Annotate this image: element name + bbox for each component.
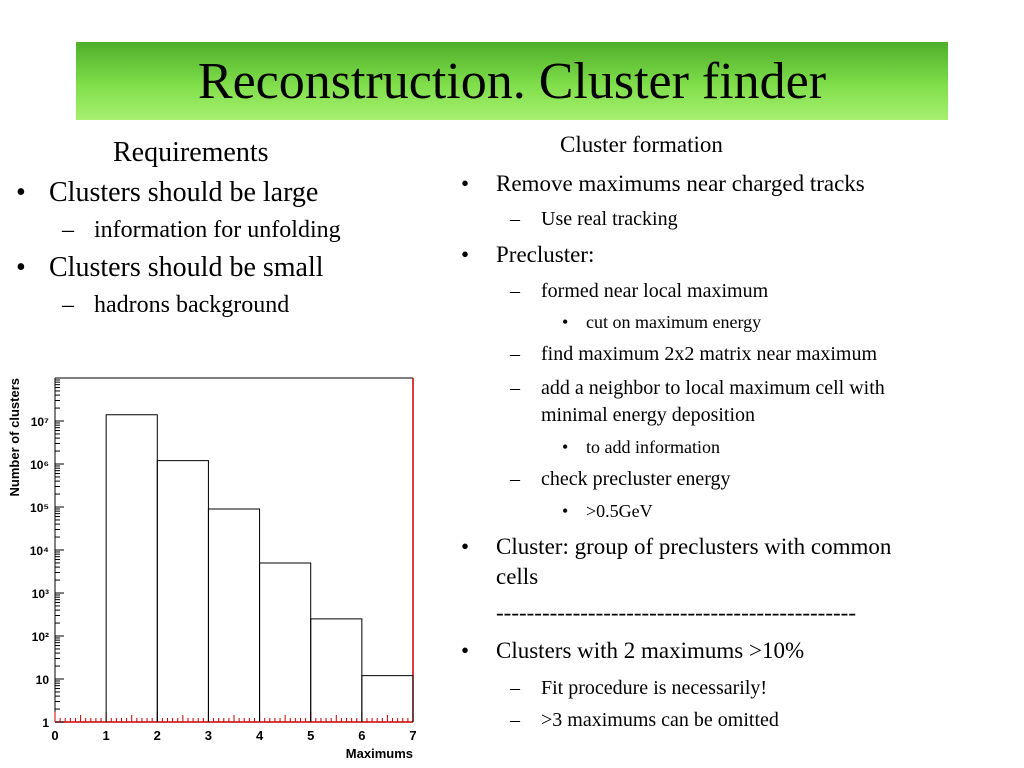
- x-axis-label: Maximums: [346, 746, 413, 761]
- title-banner: Reconstruction. Cluster finder: [76, 42, 948, 120]
- x-tick-label: 4: [256, 728, 264, 743]
- dash-icon: –: [510, 677, 520, 699]
- dash-icon: –: [510, 377, 520, 399]
- precluster-formed: formed near local maximum: [541, 280, 769, 302]
- y-axis-label: Number of clusters: [7, 378, 22, 496]
- histogram-bar-2: [156, 460, 209, 722]
- y-tick-label: 10³: [32, 587, 49, 601]
- histogram-bar-5: [310, 618, 363, 722]
- x-tick-label: 2: [154, 728, 161, 743]
- histogram-bar-6: [361, 675, 414, 722]
- x-tick-label: 0: [51, 728, 58, 743]
- y-tick-label: 1: [42, 716, 49, 730]
- requirement-small: Clusters should be small: [49, 252, 324, 283]
- bullet-icon: •: [562, 437, 569, 457]
- bullet-icon: •: [16, 252, 26, 283]
- dash-icon: –: [62, 217, 74, 243]
- cluster-formation-heading: Cluster formation: [560, 132, 723, 157]
- requirement-large-sub: information for unfolding: [94, 217, 341, 243]
- cluster-definition-line1: Cluster: group of preclusters with commo…: [496, 534, 892, 559]
- precluster-formed-sub: cut on maximum energy: [586, 312, 762, 332]
- y-tick-label: 10²: [32, 630, 49, 644]
- bullet-icon: •: [461, 242, 470, 267]
- precluster-find: find maximum 2x2 matrix near maximum: [541, 343, 878, 365]
- x-tick-label: 7: [409, 728, 416, 743]
- precluster-check-sub: >0.5GeV: [586, 501, 653, 521]
- fit-procedure-sub: Fit procedure is necessarily!: [541, 677, 768, 699]
- dash-icon: –: [510, 208, 520, 230]
- requirements-heading: Requirements: [113, 137, 269, 168]
- x-tick-label: 6: [358, 728, 365, 743]
- bullet-icon: •: [562, 312, 569, 332]
- bullet-icon: •: [562, 501, 569, 521]
- bullet-icon: •: [461, 534, 470, 559]
- x-tick-label: 5: [307, 728, 314, 743]
- precluster-add-line1: add a neighbor to local maximum cell wit…: [541, 377, 885, 399]
- y-tick-label: 10: [36, 673, 50, 687]
- histogram-bar-4: [259, 562, 312, 722]
- precluster-add-sub: to add information: [586, 437, 720, 457]
- dash-icon: –: [62, 292, 74, 318]
- y-tick-label: 10⁴: [30, 544, 49, 558]
- y-tick-label: 10⁷: [31, 415, 49, 429]
- separator-line: ----------------------------------------…: [496, 600, 856, 625]
- requirement-large: Clusters should be large: [49, 177, 319, 208]
- two-maximums-item: Clusters with 2 maximums >10%: [496, 638, 805, 663]
- omit-maximums-sub: >3 maximums can be omitted: [541, 709, 779, 731]
- dash-icon: –: [510, 280, 520, 302]
- requirement-small-sub: hadrons background: [94, 292, 290, 318]
- slide-title: Reconstruction. Cluster finder: [197, 52, 827, 110]
- remove-maximums-item: Remove maximums near charged tracks: [496, 171, 865, 196]
- precluster-check: check precluster energy: [541, 468, 731, 490]
- precluster-add-line2: minimal energy deposition: [541, 404, 756, 426]
- histogram-bar-3: [207, 508, 261, 722]
- y-tick-label: 10⁵: [30, 501, 49, 515]
- y-tick-label: 10⁶: [30, 458, 49, 472]
- cluster-definition-line2: cells: [496, 564, 539, 589]
- bullet-icon: •: [461, 638, 470, 663]
- dash-icon: –: [510, 709, 520, 731]
- bullet-icon: •: [16, 177, 26, 208]
- histogram-bar-1: [105, 414, 158, 722]
- x-tick-label: 1: [103, 728, 110, 743]
- dash-icon: –: [510, 343, 520, 365]
- x-tick-label: 3: [205, 728, 212, 743]
- precluster-item: Precluster:: [496, 242, 595, 267]
- bullet-icon: •: [461, 171, 470, 196]
- remove-maximums-sub: Use real tracking: [541, 208, 678, 230]
- dash-icon: –: [510, 468, 520, 490]
